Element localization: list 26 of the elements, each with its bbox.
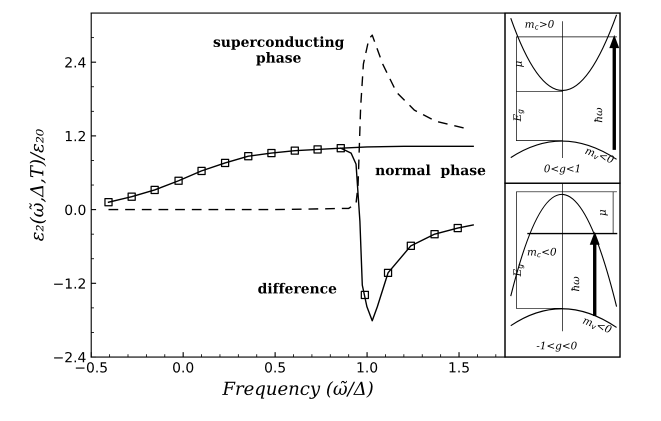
x-tick-label: −0.5: [76, 362, 107, 373]
y-tick-label: −1.2: [54, 278, 85, 289]
x-axis-title: Frequency (ω̃/Δ): [222, 380, 373, 399]
text: μ: [600, 210, 608, 216]
annotation: normal phase: [376, 164, 486, 178]
y-axis-title: ε₂(ω̃,Δ,T)/ε₂₀: [29, 129, 46, 241]
text: m$_{c}$>0: [525, 20, 554, 30]
x-tick-label: 0.0: [173, 362, 194, 373]
text: m$_{v}$<0: [582, 316, 612, 335]
text: m$_{v}$<0: [584, 146, 615, 166]
text: ħω: [594, 108, 602, 122]
annotation: superconducting phase: [214, 36, 344, 66]
x-tick-label: 1.0: [358, 362, 378, 373]
x-tick-label: 1.5: [450, 362, 469, 373]
y-tick-label: −2.4: [54, 352, 86, 362]
text: 0<g<1: [544, 164, 580, 175]
y-tick-label: 2.4: [65, 57, 86, 68]
text: ħω: [571, 276, 580, 292]
y-tick-label: 1.2: [66, 130, 85, 142]
text: E$_{g}$: [513, 109, 524, 122]
text: -1<g<0: [536, 342, 577, 352]
text: μ: [516, 61, 524, 67]
text: m$_{c}$<0: [528, 248, 556, 258]
annotation: difference: [258, 282, 336, 294]
x-tick-label: 0.5: [264, 362, 285, 373]
y-tick-label: 0.0: [65, 204, 86, 216]
